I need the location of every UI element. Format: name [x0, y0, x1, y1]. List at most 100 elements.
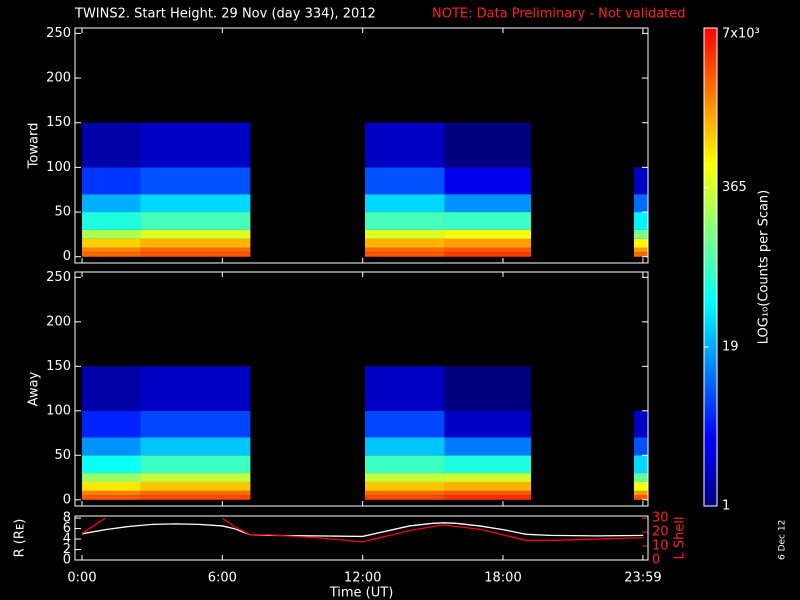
heatmap-cell: [444, 490, 532, 496]
heatmap-cell: [82, 212, 141, 230]
y-tick-label: 50: [54, 205, 71, 220]
y-tick-label: 200: [46, 314, 71, 329]
heatmap-cell: [633, 437, 648, 456]
heatmap-cell: [82, 490, 141, 496]
heatmap-cell: [140, 238, 251, 248]
colorbar: [704, 28, 717, 506]
heatmap-cell: [633, 495, 648, 500]
y-axis-label: Toward: [27, 123, 42, 170]
heatmap-cell: [444, 167, 532, 195]
heatmap-cell: [82, 495, 141, 500]
heatmap-cell: [140, 122, 251, 168]
colorbar-tick-label: 1: [722, 499, 730, 514]
heatmap-cell: [82, 238, 141, 248]
heatmap-cell: [444, 122, 532, 168]
heatmap-cell: [82, 366, 141, 411]
colorbar-label: LOG₁₀(Counts per Scan): [757, 190, 772, 345]
heatmap-cell: [140, 366, 251, 411]
y-axis-label: R (Rᴇ): [13, 519, 28, 558]
colorbar-tick-label: 365: [722, 180, 747, 195]
heatmap-cell: [633, 490, 648, 496]
heatmap-cell: [140, 229, 251, 239]
heatmap-cell: [444, 212, 532, 230]
y2-tick-label: 10: [652, 539, 669, 554]
x-tick-label: 23:59: [624, 571, 661, 586]
heatmap-cell: [82, 122, 141, 168]
heatmap-cell: [633, 194, 648, 213]
x-tick-label: 0:00: [67, 571, 96, 586]
heatmap-cell: [140, 167, 251, 195]
plot-area: [82, 366, 648, 500]
plot-area: [81, 517, 644, 543]
line-1: [81, 517, 106, 535]
panel-frame: [74, 515, 649, 561]
heatmap-cell: [633, 247, 648, 253]
heatmap-cell: [633, 167, 648, 195]
line-0: [81, 522, 644, 538]
x-tick-label: 6:00: [208, 571, 237, 586]
y-tick-label: 6: [63, 521, 71, 536]
y-tick-label: 0: [63, 553, 71, 568]
heatmap-cell: [444, 247, 532, 253]
heatmap-cell: [140, 437, 251, 456]
heatmap-cell: [444, 238, 532, 248]
y-tick-label: 0: [63, 492, 71, 507]
x-tick-label: 18:00: [484, 571, 521, 586]
heatmap-cell: [82, 229, 141, 239]
heatmap-cell: [444, 455, 532, 474]
heatmap-cell: [444, 229, 532, 239]
y-tick-label: 2: [63, 542, 71, 557]
y2-tick-label: 30: [652, 511, 669, 526]
heatmap-cell: [82, 473, 141, 482]
heatmap-cell: [365, 122, 445, 168]
y-tick-label: 4: [63, 532, 71, 547]
line-1: [221, 517, 644, 543]
heatmap-cell: [140, 455, 251, 474]
colorbar-frame: [703, 27, 718, 507]
heatmap-cell: [365, 455, 445, 474]
heatmap-cell: [365, 437, 445, 456]
heatmap-cell: [140, 410, 251, 438]
y-tick-label: 100: [46, 160, 71, 175]
heatmap-cell: [82, 481, 141, 491]
heatmap-cell: [444, 410, 532, 438]
heatmap-cell: [444, 473, 532, 482]
y-tick-label: 50: [54, 448, 71, 463]
heatmap-cell: [444, 366, 532, 411]
y-tick-label: 150: [46, 359, 71, 374]
heatmap-cell: [365, 212, 445, 230]
heatmap-cell: [365, 410, 445, 438]
y-tick-label: 0: [63, 249, 71, 264]
heatmap-cell: [444, 495, 532, 500]
x-axis-label: Time (UT): [329, 586, 394, 600]
heatmap-cell: [633, 238, 648, 248]
y-axis-label: Away: [27, 371, 42, 406]
heatmap-cell: [82, 167, 141, 195]
heatmap-cell: [365, 238, 445, 248]
heatmap-cell: [140, 473, 251, 482]
date-stamp: 6 Dec 12: [778, 520, 788, 560]
heatmap-cell: [365, 490, 445, 496]
heatmap-cell: [444, 437, 532, 456]
heatmap-cell: [633, 212, 648, 230]
heatmap-cell: [365, 481, 445, 491]
chart-title: TWINS2. Start Height. 29 Nov (day 334), …: [74, 7, 376, 22]
heatmap-cell: [444, 194, 532, 213]
colorbar-tick-label: 19: [722, 340, 739, 355]
heatmap-cell: [365, 247, 445, 253]
x-tick-label: 12:00: [344, 571, 381, 586]
heatmap-cell: [82, 252, 141, 257]
heatmap-cell: [140, 212, 251, 230]
heatmap-cell: [140, 481, 251, 491]
heatmap-cell: [82, 194, 141, 213]
y2-axis-label: L Shell: [673, 516, 688, 559]
heatmap-cell: [633, 455, 648, 474]
heatmap-cell: [140, 490, 251, 496]
heatmap-cell: [82, 455, 141, 474]
note: NOTE: Data Preliminary - Not validated: [432, 7, 686, 22]
heatmap-cell: [633, 252, 648, 257]
heatmap-cell: [633, 410, 648, 438]
heatmap-cell: [365, 229, 445, 239]
